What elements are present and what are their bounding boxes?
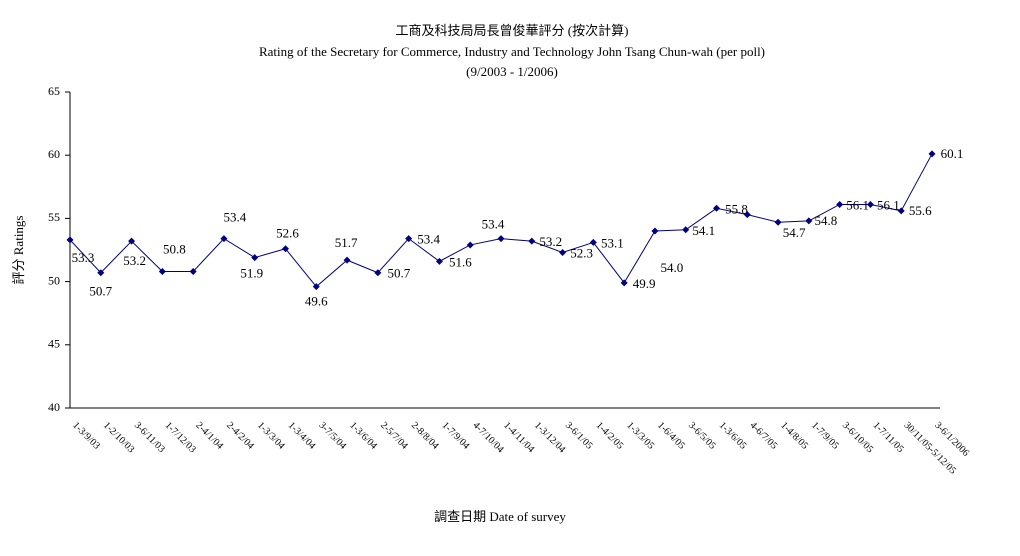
x-tick-label: 1-7/12/03 [163,420,198,455]
y-tick-label: 60 [48,147,60,161]
data-point [251,254,259,262]
data-point [158,267,166,275]
y-tick-label: 40 [48,400,60,414]
x-tick-label: 1-3/6/04 [347,420,379,452]
data-label: 53.4 [417,232,440,247]
data-point [435,257,443,265]
chart-title: 工商及科技局局長曾俊華評分 (按次計算) [396,23,629,38]
x-tick-label: 2-5/7/04 [378,420,410,452]
data-label: 50.7 [89,284,112,299]
y-axis-label: 評分 Ratings [11,216,26,285]
x-tick-label: 1-3/9/03 [70,420,102,452]
x-tick-label: 1-3/3/05 [624,420,656,452]
data-point [374,269,382,277]
data-point [466,241,474,249]
chart-period: (9/2003 - 1/2006) [466,64,558,79]
data-label: 54.8 [814,213,837,228]
data-point [805,217,813,225]
data-point [836,200,844,208]
data-point [343,256,351,264]
x-tick-label: 1-7/11/05 [871,420,906,455]
y-tick-label: 45 [48,337,60,351]
data-label: 54.0 [661,260,684,275]
data-point [405,235,413,243]
x-tick-label: 1-4/11/04 [501,420,536,455]
data-point [66,236,74,244]
data-label: 56.1 [846,197,869,212]
x-tick-label: 1-4/8/05 [778,420,810,452]
data-point [128,237,136,245]
data-label: 51.7 [335,235,358,250]
data-label: 51.9 [240,266,263,281]
data-point [312,283,320,291]
data-point [282,245,289,253]
data-label: 53.4 [482,217,505,232]
data-label: 56.1 [877,197,900,212]
data-label: 53.1 [601,235,624,250]
data-label: 50.8 [163,241,186,256]
data-point [189,267,197,275]
x-tick-label: 1-7/9/05 [809,420,841,452]
data-point [682,226,690,234]
x-tick-label: 1-7/9/04 [440,420,472,452]
data-point [651,227,659,235]
data-label: 50.7 [387,266,410,281]
data-label: 55.8 [725,201,748,216]
data-point [220,235,228,243]
data-label: 60.1 [941,146,964,161]
data-label: 52.6 [276,226,299,241]
data-point [589,238,597,246]
data-label: 55.6 [909,203,932,218]
x-tick-label: 1-3/3/04 [255,420,287,452]
x-tick-label: 1-3/12/04 [532,420,567,455]
data-label: 54.1 [692,223,715,238]
data-label: 51.6 [449,254,472,269]
x-tick-label: 2-4/2/04 [224,420,256,452]
data-label: 54.7 [783,225,806,240]
data-point [928,150,936,158]
data-label: 53.4 [224,210,247,225]
y-tick-label: 65 [48,84,60,98]
data-label: 53.2 [123,253,146,268]
x-tick-label: 4-6/7/05 [748,420,780,452]
data-label: 52.3 [570,246,593,261]
data-label: 53.2 [539,234,562,249]
data-point [620,279,628,287]
x-axis-label: 調查日期 Date of survey [434,509,566,524]
chart-subtitle: Rating of the Secretary for Commerce, In… [259,44,765,59]
data-point [497,235,505,243]
x-tick-label: 2-8/8/04 [409,420,441,452]
x-tick-label: 1-3/4/04 [286,420,318,452]
data-point [97,269,105,277]
data-point [866,200,874,208]
x-tick-label: 3-6/10/05 [840,420,875,455]
x-tick-label: 1-6/4/05 [655,420,687,452]
x-tick-label: 3-6/11/03 [132,420,167,455]
x-tick-label: 3-7/5/04 [317,420,349,452]
x-tick-label: 1-4/2/05 [594,420,626,452]
y-tick-label: 55 [48,210,60,224]
data-label: 49.9 [633,276,656,291]
data-point [743,211,751,219]
data-label: 53.3 [72,250,95,265]
x-tick-label: 3-6/5/05 [686,420,718,452]
data-point [774,218,782,226]
data-label: 49.6 [305,294,328,309]
data-point [897,207,905,215]
data-point [559,249,567,257]
x-tick-label: 1-3/6/05 [717,420,749,452]
y-tick-label: 50 [48,273,60,287]
x-tick-label: 4-7/10/04 [470,420,505,455]
data-point [528,237,536,245]
x-tick-label: 1-2/10/03 [101,420,136,455]
data-point [713,204,720,212]
